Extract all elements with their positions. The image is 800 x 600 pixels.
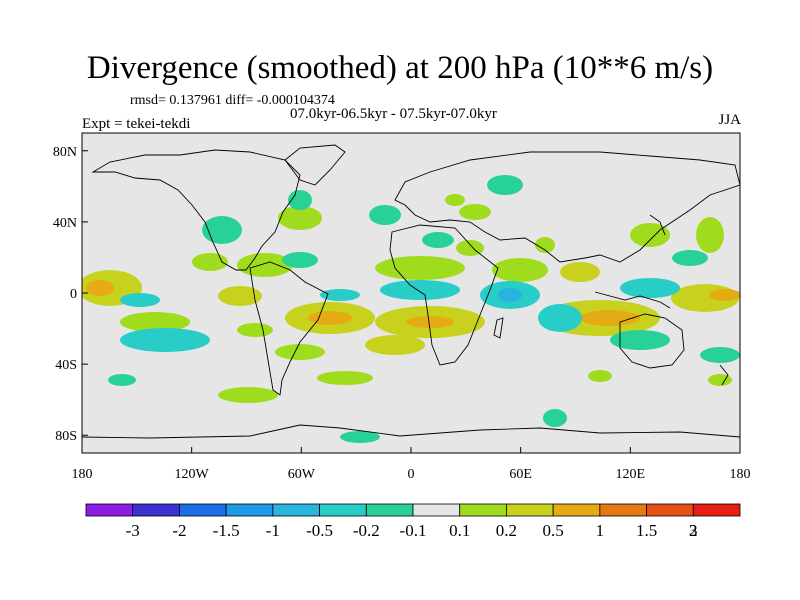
lon-tick-label: 120E <box>616 467 646 482</box>
colorbar-label: 3 <box>689 521 698 540</box>
colorbar-swatch <box>599 503 647 517</box>
lat-tick-label: 0 <box>70 287 77 302</box>
colorbar-swatch <box>552 503 601 517</box>
colorbar-swatch <box>225 503 274 517</box>
colorbar-swatch <box>506 503 554 517</box>
colorbar-swatch <box>646 503 694 517</box>
season-label: JJA <box>718 112 741 128</box>
colorbar-label: -0.5 <box>306 521 333 540</box>
lat-tick-label: 40S <box>55 358 77 373</box>
colorbar-label: -0.1 <box>400 521 427 540</box>
lon-tick-label: 0 <box>408 467 415 482</box>
lat-tick-label: 80S <box>55 429 77 444</box>
lon-tick-label: 180 <box>72 467 93 482</box>
colorbar-label: 1.5 <box>636 521 657 540</box>
colorbar-label: -3 <box>126 521 140 540</box>
colorbar: -3 -2 -1.5 -1 -0.5 -0.2 -0.1 0.1 0.2 0.5 1 1.5 23 <box>85 503 741 540</box>
colorbar-swatch <box>365 503 414 517</box>
colorbar-label: 0.5 <box>543 521 564 540</box>
colorbar-swatch <box>412 503 461 517</box>
coastline-australia <box>619 313 685 369</box>
colorbar-label: 0.2 <box>496 521 517 540</box>
lat-tick-label: 80N <box>53 145 77 160</box>
colorbar-swatch <box>179 503 227 517</box>
coastline-new-zealand <box>719 364 729 386</box>
rmsd-diff-stats: rmsd= 0.137961 diff= -0.000104374 <box>130 93 335 108</box>
lon-tick-label: 60E <box>509 467 532 482</box>
coastline-greenland <box>284 144 346 186</box>
lon-axis: 180 120W 60W 0 60E 120E 180 <box>72 447 751 482</box>
coastline-africa <box>389 224 499 366</box>
colorbar-label: 1 <box>596 521 605 540</box>
map-panel: 180 120W 60W 0 60E 120E 180 80N 40N 0 40S 80S <box>53 132 751 482</box>
lon-tick-label: 120W <box>175 467 210 482</box>
coastline-madagascar <box>493 317 504 339</box>
colorbar-label: -1.5 <box>213 521 240 540</box>
colorbar-swatch <box>132 503 180 517</box>
experiment-label: Expt = tekei-tekdi <box>82 116 191 132</box>
colorbar-swatch <box>692 503 741 517</box>
colorbar-label: 2 <box>689 521 698 540</box>
coastlines <box>82 144 740 439</box>
negative-anomalies <box>108 175 740 443</box>
colorbar-label: -2 <box>172 521 186 540</box>
lon-tick-label: 60W <box>288 467 316 482</box>
coastline-europe-asia <box>394 151 740 263</box>
colorbar-label: 0.1 <box>449 521 470 540</box>
plot-title: Divergence (smoothed) at 200 hPa (10**6 … <box>86 50 714 86</box>
colorbar-label: -1 <box>266 521 280 540</box>
divergence-field <box>82 144 740 443</box>
coastline-indonesia <box>594 291 671 309</box>
colorbar-swatch <box>85 503 134 517</box>
colorbar-swatch <box>272 503 320 517</box>
coastline-antarctica <box>82 424 740 439</box>
lon-tick-label: 180 <box>730 467 751 482</box>
coastline-south-america <box>249 261 329 396</box>
coastline-north-america <box>91 149 301 271</box>
lat-tick-label: 40N <box>53 216 77 231</box>
colorbar-label: -0.2 <box>353 521 380 540</box>
coastline-japan <box>649 214 666 236</box>
period-label: 07.0kyr-06.5kyr - 07.5kyr-07.0kyr <box>290 106 497 122</box>
colorbar-swatch <box>319 503 367 517</box>
colorbar-swatch <box>459 503 507 517</box>
lat-axis: 80N 40N 0 40S 80S <box>53 145 88 444</box>
